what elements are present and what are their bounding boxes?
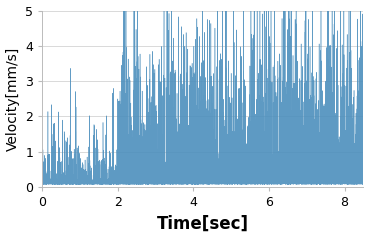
X-axis label: Time[sec]: Time[sec]: [157, 214, 249, 233]
Y-axis label: Velocity[mm/s]: Velocity[mm/s]: [6, 47, 20, 151]
